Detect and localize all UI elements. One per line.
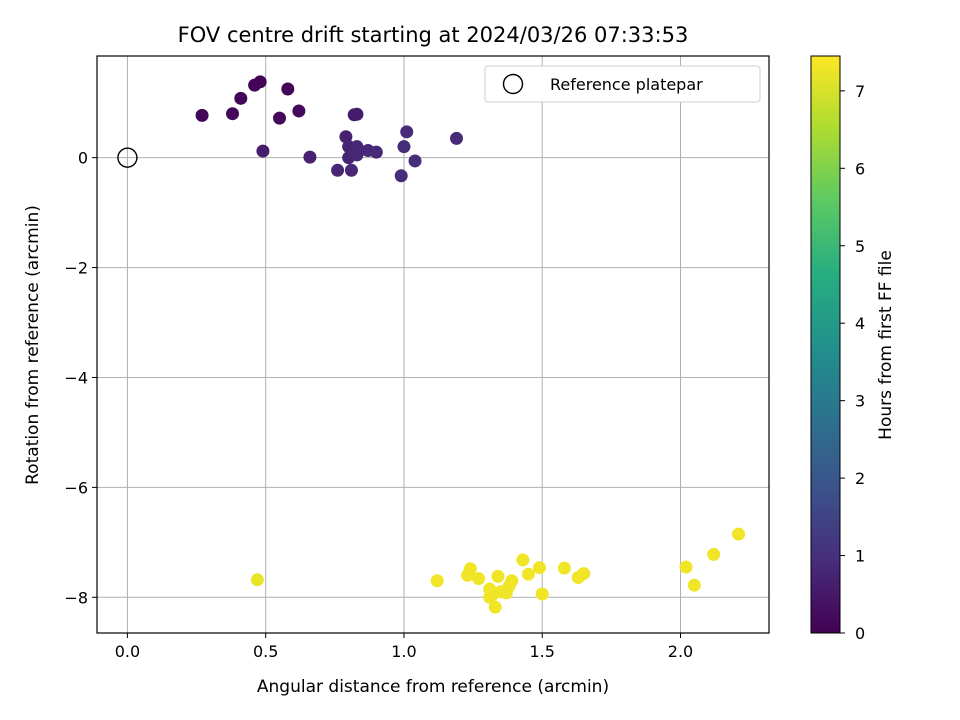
data-point: [679, 560, 693, 574]
y-tick-label: −4: [64, 368, 88, 387]
data-point: [521, 567, 535, 581]
x-axis-label: Angular distance from reference (arcmin): [257, 677, 609, 697]
data-point: [273, 111, 287, 125]
chart-title: FOV centre drift starting at 2024/03/26 …: [178, 23, 689, 47]
data-point: [491, 569, 505, 583]
colorbar-tick-label: 4: [855, 314, 865, 333]
y-tick-label: −2: [64, 259, 88, 278]
colorbar-tick-label: 6: [855, 159, 865, 178]
data-points: [195, 75, 746, 614]
data-point: [303, 150, 317, 164]
data-point: [226, 107, 240, 121]
x-tick-label: 0.0: [115, 642, 140, 661]
colorbar-tick-label: 2: [855, 469, 865, 488]
data-point: [256, 144, 270, 158]
data-point: [687, 578, 701, 592]
data-point: [394, 169, 408, 183]
data-point: [450, 131, 464, 145]
data-point: [505, 574, 519, 588]
data-point: [350, 107, 364, 121]
colorbar-tick-label: 5: [855, 237, 865, 256]
data-point: [472, 572, 486, 586]
data-point: [253, 75, 267, 89]
data-point: [250, 573, 264, 587]
grid-lines: [97, 56, 769, 633]
x-tick-label: 0.5: [253, 642, 278, 661]
x-tick-label: 2.0: [668, 642, 693, 661]
legend-reference-marker: [502, 73, 524, 95]
y-tick-label: −6: [64, 478, 88, 497]
data-point: [281, 82, 295, 96]
x-tick-label: 1.5: [530, 642, 555, 661]
y-tick-label: 0: [78, 149, 88, 168]
colorbar-ticks: 0 1 2 3 4 5 6 7: [840, 82, 865, 643]
data-point: [344, 163, 358, 177]
data-point: [350, 148, 364, 162]
y-axis-ticks: 0 −2 −4 −6 −8: [64, 149, 97, 607]
colorbar-label: Hours from first FF file: [876, 250, 896, 440]
data-point: [532, 561, 546, 575]
data-point: [234, 91, 248, 105]
reference-marker-group: [117, 147, 138, 168]
data-point: [488, 600, 502, 614]
data-point: [577, 567, 591, 581]
colorbar-tick-label: 0: [855, 624, 865, 643]
colorbar-tick-label: 3: [855, 392, 865, 411]
data-point: [535, 587, 549, 601]
colorbar-tick-label: 1: [855, 547, 865, 566]
colorbar: [810, 55, 841, 634]
y-tick-label: −8: [64, 588, 88, 607]
data-point: [195, 108, 209, 122]
data-point: [732, 527, 746, 541]
data-point: [408, 154, 422, 168]
legend-box: [484, 65, 761, 103]
data-point: [707, 547, 721, 561]
legend: Reference platepar: [484, 65, 761, 103]
x-tick-label: 1.0: [391, 642, 416, 661]
data-point: [397, 140, 411, 154]
data-point: [400, 125, 414, 139]
colorbar-tick-label: 7: [855, 82, 865, 101]
data-point: [292, 104, 306, 118]
data-point: [430, 574, 444, 588]
data-point: [339, 130, 353, 144]
x-axis-ticks: 0.0 0.5 1.0 1.5 2.0: [115, 633, 693, 661]
data-point: [331, 163, 345, 177]
data-point: [463, 562, 477, 576]
legend-reference-label: Reference platepar: [550, 75, 703, 94]
data-point: [369, 145, 383, 159]
plot-frame: [96, 55, 770, 634]
data-point: [516, 553, 530, 567]
reference-platepar-marker: [117, 147, 138, 168]
data-point: [557, 561, 571, 575]
y-axis-label: Rotation from reference (arcmin): [23, 205, 43, 485]
